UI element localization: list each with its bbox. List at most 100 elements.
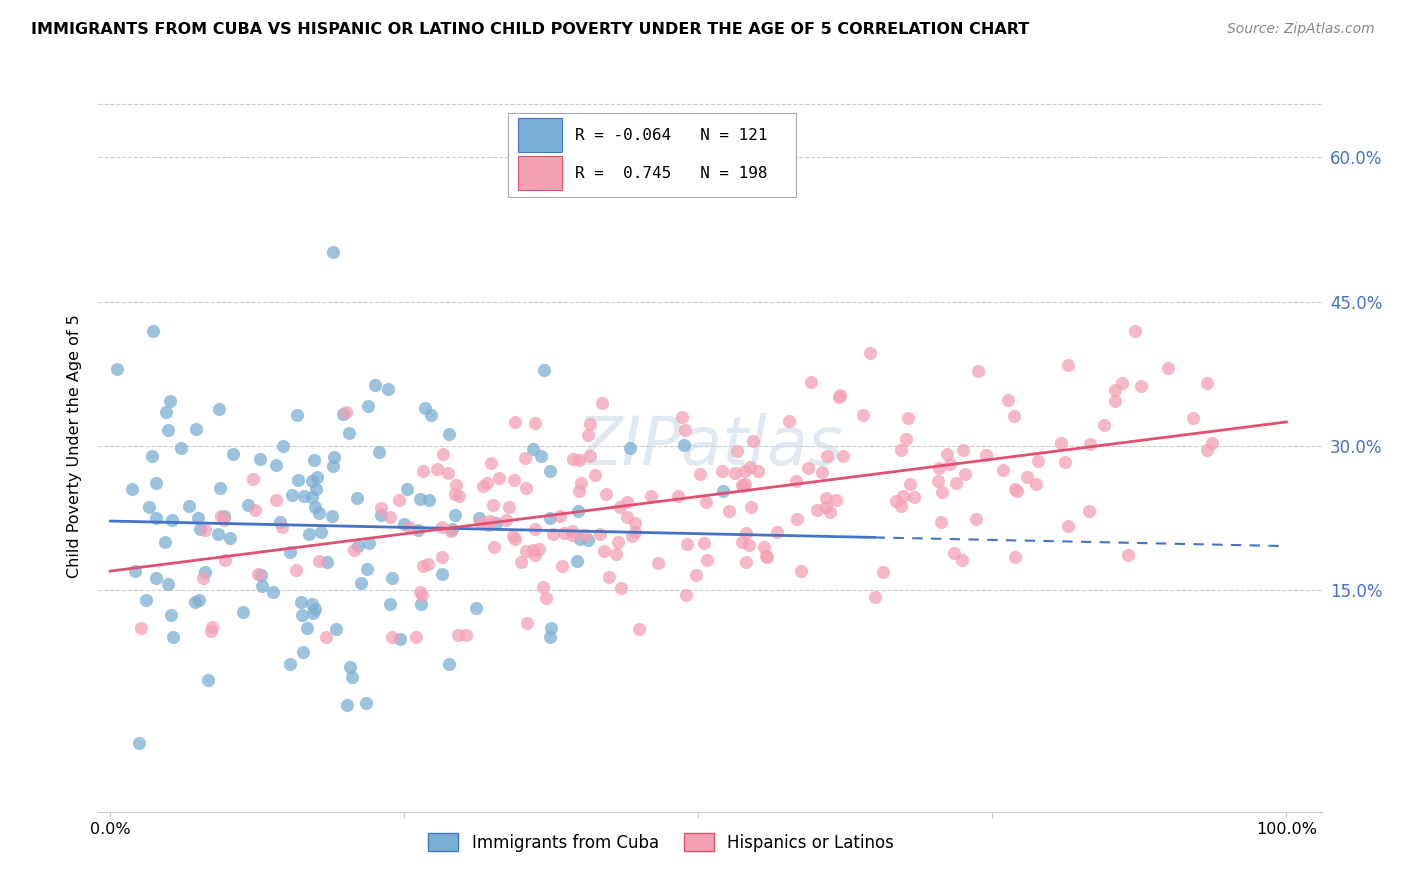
Point (155, 405, 177, 419)
Point (485, 516, 508, 530)
Point (405, 630, 427, 644)
Point (515, 544, 537, 558)
Point (515, 481, 537, 495)
Point (212, 508, 235, 523)
Point (177, 500, 200, 514)
Point (1130, 378, 1153, 392)
Point (953, 467, 976, 481)
Point (377, 382, 399, 396)
Point (437, 467, 460, 481)
Point (891, 489, 914, 503)
Point (540, 511, 562, 525)
Point (569, 533, 592, 547)
Point (598, 570, 620, 584)
Point (538, 630, 561, 644)
Point (561, 524, 583, 538)
Point (159, 393, 181, 408)
Point (443, 508, 465, 522)
Point (1201, 435, 1223, 450)
Point (307, 469, 329, 483)
Point (884, 494, 907, 508)
Point (408, 523, 430, 537)
Point (297, 621, 319, 635)
Point (364, 377, 387, 392)
Point (1077, 504, 1099, 518)
Point (208, 401, 231, 416)
Point (605, 547, 627, 561)
Point (347, 539, 370, 553)
Point (859, 345, 882, 359)
Point (689, 467, 711, 481)
Point (755, 550, 778, 565)
Point (301, 475, 323, 489)
Point (695, 495, 717, 509)
Point (595, 487, 617, 501)
Point (538, 464, 561, 478)
Point (522, 442, 544, 456)
Point (212, 513, 235, 527)
Point (616, 495, 638, 509)
Point (565, 554, 588, 568)
Point (380, 597, 402, 611)
Point (495, 513, 517, 527)
Point (524, 548, 547, 562)
Point (269, 515, 291, 529)
Point (534, 591, 557, 605)
Point (540, 622, 562, 636)
Point (209, 508, 232, 523)
Point (367, 444, 389, 458)
Point (222, 447, 245, 461)
Point (815, 500, 838, 515)
Point (974, 449, 997, 463)
Point (1157, 360, 1180, 375)
Point (381, 630, 404, 644)
Point (1053, 455, 1076, 469)
Point (621, 529, 644, 543)
Point (1017, 470, 1039, 484)
Point (890, 443, 912, 458)
Point (1057, 519, 1080, 533)
Point (938, 457, 960, 471)
Point (717, 504, 740, 518)
Point (444, 486, 467, 500)
Point (380, 509, 402, 524)
Point (160, 513, 183, 527)
Point (647, 556, 669, 570)
Point (184, 595, 207, 609)
Point (896, 411, 918, 425)
Point (738, 460, 761, 475)
Point (287, 473, 309, 487)
Point (568, 452, 591, 467)
Point (742, 434, 765, 448)
Point (673, 423, 696, 437)
Point (411, 588, 433, 602)
Point (359, 535, 381, 549)
Point (533, 363, 555, 377)
Point (541, 527, 564, 541)
Point (1004, 482, 1026, 496)
Point (945, 475, 967, 490)
Point (141, 450, 163, 464)
Point (589, 527, 612, 541)
Point (943, 546, 966, 560)
FancyBboxPatch shape (517, 156, 562, 190)
Point (354, 696, 377, 710)
Point (290, 595, 312, 609)
Point (568, 484, 591, 499)
Point (242, 472, 264, 486)
Point (418, 557, 440, 571)
Point (370, 500, 392, 515)
Point (1092, 417, 1115, 432)
Point (356, 562, 378, 576)
Point (305, 482, 328, 496)
Point (579, 417, 602, 431)
Point (1005, 484, 1028, 499)
Point (308, 506, 330, 520)
Point (936, 447, 959, 461)
Point (339, 660, 361, 674)
Point (569, 475, 592, 490)
Point (454, 627, 477, 641)
Point (765, 525, 787, 540)
Point (271, 520, 294, 534)
Point (194, 566, 217, 580)
